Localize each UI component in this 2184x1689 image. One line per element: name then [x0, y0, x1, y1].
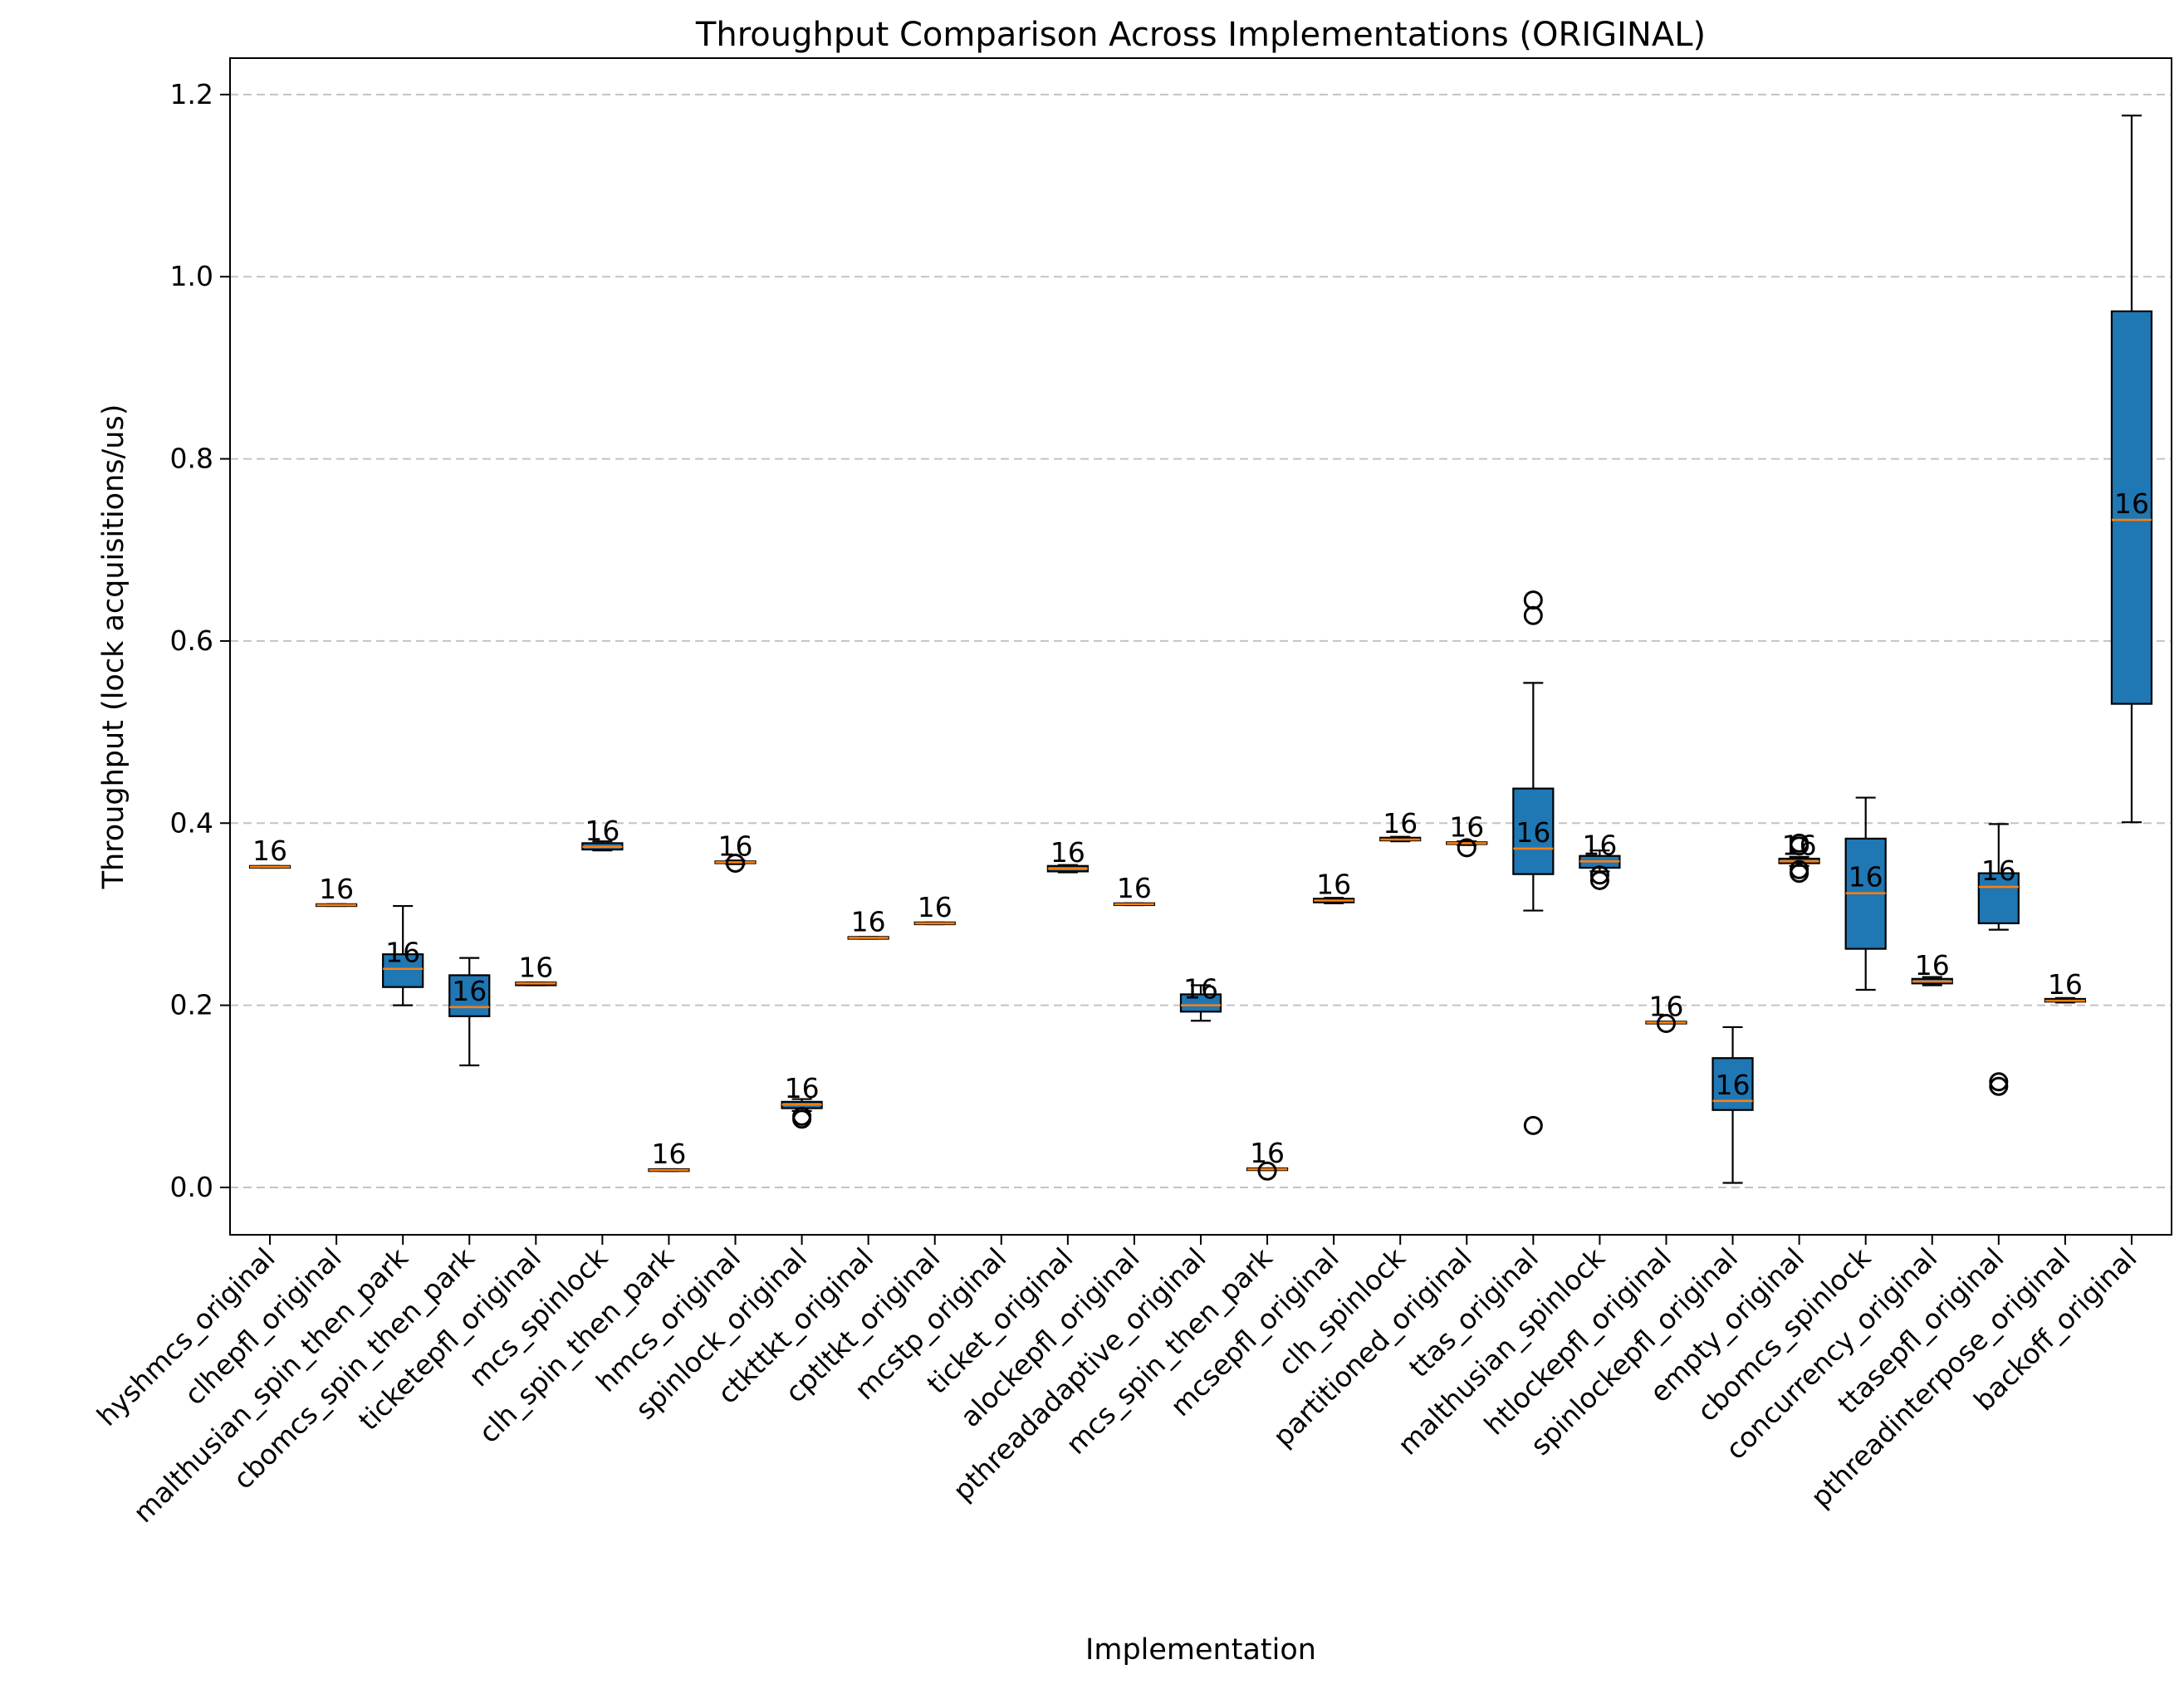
median-label: 16 — [1915, 949, 1950, 982]
outlier-point — [1989, 1072, 2009, 1092]
box-group: 16 — [1179, 973, 1222, 1022]
y-axis: 0.0 0.2 0.4 0.6 0.8 1.0 1.2 — [170, 78, 230, 1203]
y-axis-label: Throughput (lock acquisitions/us) — [97, 404, 130, 890]
y-tick-label: 0.2 — [170, 989, 213, 1021]
box-group: 16 — [581, 815, 624, 852]
median-label: 16 — [1782, 829, 1817, 861]
outlier-point — [726, 854, 746, 874]
median-label: 16 — [1316, 868, 1351, 900]
median-label: 16 — [2048, 968, 2083, 1001]
median-label: 16 — [1183, 973, 1218, 1006]
box-group: 16 — [515, 951, 557, 986]
median-label: 16 — [1716, 1069, 1751, 1101]
box-group: 16 — [1579, 829, 1621, 890]
median-label: 16 — [252, 835, 287, 867]
box-group: 16 — [248, 835, 291, 869]
median-label: 16 — [1383, 807, 1418, 840]
median-label: 16 — [1449, 810, 1484, 843]
box-group: 16 — [2110, 114, 2153, 824]
median-label: 16 — [452, 975, 487, 1007]
median-label: 16 — [651, 1138, 686, 1170]
box-group: 16 — [1512, 590, 1555, 1135]
y-tick-label: 0.0 — [170, 1171, 213, 1203]
median-label: 16 — [2114, 487, 2149, 520]
box-group: 16 — [1379, 807, 1422, 843]
y-tick-label: 0.6 — [170, 624, 213, 657]
box-group: 16 — [1977, 823, 2020, 1096]
outlier-point — [1589, 870, 1609, 890]
outlier-point — [1589, 865, 1609, 885]
box-group: 16 — [1046, 836, 1089, 874]
median-label: 16 — [1250, 1137, 1285, 1169]
median-label: 16 — [1050, 836, 1085, 869]
y-tick-label: 1.0 — [170, 260, 213, 292]
median-label: 16 — [718, 830, 753, 862]
box-group: 16 — [781, 1072, 823, 1129]
median-label: 16 — [851, 905, 886, 938]
box-group: 16 — [1113, 872, 1156, 907]
y-tick-label: 0.4 — [170, 806, 213, 839]
median-label: 16 — [1582, 829, 1617, 861]
box-iqr — [1179, 993, 1222, 1013]
outlier-point — [1656, 1014, 1676, 1034]
outlier-point — [1523, 590, 1543, 610]
box-iqr — [448, 974, 491, 1017]
outlier-point — [1257, 1161, 1277, 1181]
box-group: 16 — [1313, 868, 1355, 904]
outlier-point — [1790, 833, 1809, 853]
box-group: 16 — [1645, 990, 1687, 1034]
median-label: 16 — [319, 873, 354, 905]
outlier-point — [1790, 859, 1809, 879]
box-group: 16 — [1446, 810, 1488, 858]
median-label: 16 — [785, 1072, 820, 1104]
median-label: 16 — [918, 891, 952, 923]
box-group: 16 — [2044, 968, 2087, 1004]
median-label: 16 — [1516, 816, 1550, 849]
median-label: 16 — [518, 951, 553, 983]
median-label: 16 — [1849, 861, 1883, 893]
median-label: 16 — [1981, 854, 2016, 887]
box-group: 16 — [1844, 796, 1887, 991]
box-iqr — [1977, 872, 2020, 925]
chart-title: Throughput Comparison Across Implementat… — [695, 16, 1706, 54]
box-group: 16 — [1911, 949, 1953, 986]
box-group: 16 — [315, 873, 358, 908]
box-group: 16 — [1778, 829, 1820, 884]
median-label: 16 — [585, 815, 619, 847]
median-label: 16 — [1648, 990, 1683, 1022]
box-group: 16 — [448, 957, 491, 1067]
box-iqr — [1512, 787, 1555, 875]
y-tick-label: 0.8 — [170, 443, 213, 475]
box-group: 16 — [1246, 1137, 1289, 1181]
median-label: 16 — [385, 937, 420, 969]
box-group: 16 — [714, 830, 757, 874]
outlier-point — [1457, 838, 1476, 858]
y-tick-label: 1.2 — [170, 78, 213, 110]
median-label: 16 — [1117, 872, 1152, 904]
box-iqr — [382, 953, 424, 988]
box-group: 16 — [913, 891, 956, 926]
outlier-point — [1523, 1115, 1543, 1135]
box-iqr — [2110, 310, 2153, 705]
box-group: 16 — [382, 904, 424, 1006]
x-axis-label: Implementation — [1085, 1633, 1316, 1667]
box-group: 16 — [648, 1138, 690, 1173]
box-group: 16 — [1711, 1026, 1754, 1184]
outlier-point — [792, 1106, 812, 1126]
box-group: 16 — [847, 905, 889, 940]
box-series: 16 16 16 16 16 16 16 16 16 16 16 16 16 16 16 16 16 16 16 16… — [248, 114, 2153, 1184]
